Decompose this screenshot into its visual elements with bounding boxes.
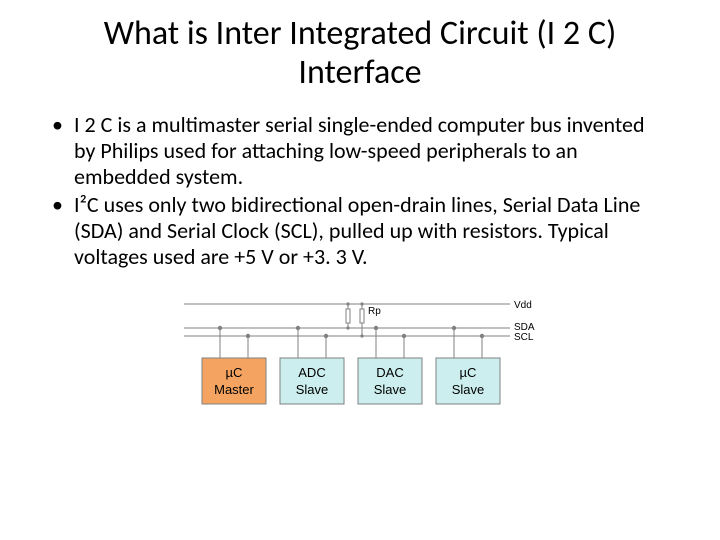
svg-text:µC: µC bbox=[460, 365, 477, 380]
slide: What is Inter Integrated Circuit (I 2 C)… bbox=[0, 0, 720, 540]
svg-text:Rp: Rp bbox=[368, 306, 381, 317]
svg-text:µC: µC bbox=[226, 365, 243, 380]
bullet-dot-icon: • bbox=[50, 112, 74, 190]
i2c-diagram-container: RpVddSDASCLµCMasterADCSlaveDACSlaveµCSla… bbox=[40, 296, 680, 416]
svg-text:ADC: ADC bbox=[298, 365, 325, 380]
bullet-text: I²C uses only two bidirectional open-dra… bbox=[74, 192, 670, 270]
svg-text:Slave: Slave bbox=[374, 382, 407, 397]
bullet-item: • I²C uses only two bidirectional open-d… bbox=[50, 192, 670, 270]
bullet-text: I 2 C is a multimaster serial single-end… bbox=[74, 112, 670, 190]
svg-text:Master: Master bbox=[214, 382, 254, 397]
svg-text:Vdd: Vdd bbox=[514, 300, 532, 311]
svg-text:SCL: SCL bbox=[514, 332, 534, 343]
slide-title: What is Inter Integrated Circuit (I 2 C)… bbox=[40, 14, 680, 92]
i2c-bus-diagram: RpVddSDASCLµCMasterADCSlaveDACSlaveµCSla… bbox=[180, 296, 540, 416]
svg-text:Slave: Slave bbox=[296, 382, 329, 397]
bullet-dot-icon: • bbox=[50, 192, 74, 270]
bullet-list: • I 2 C is a multimaster serial single-e… bbox=[50, 112, 670, 270]
svg-text:DAC: DAC bbox=[376, 365, 403, 380]
bullet-item: • I 2 C is a multimaster serial single-e… bbox=[50, 112, 670, 190]
svg-text:Slave: Slave bbox=[452, 382, 485, 397]
